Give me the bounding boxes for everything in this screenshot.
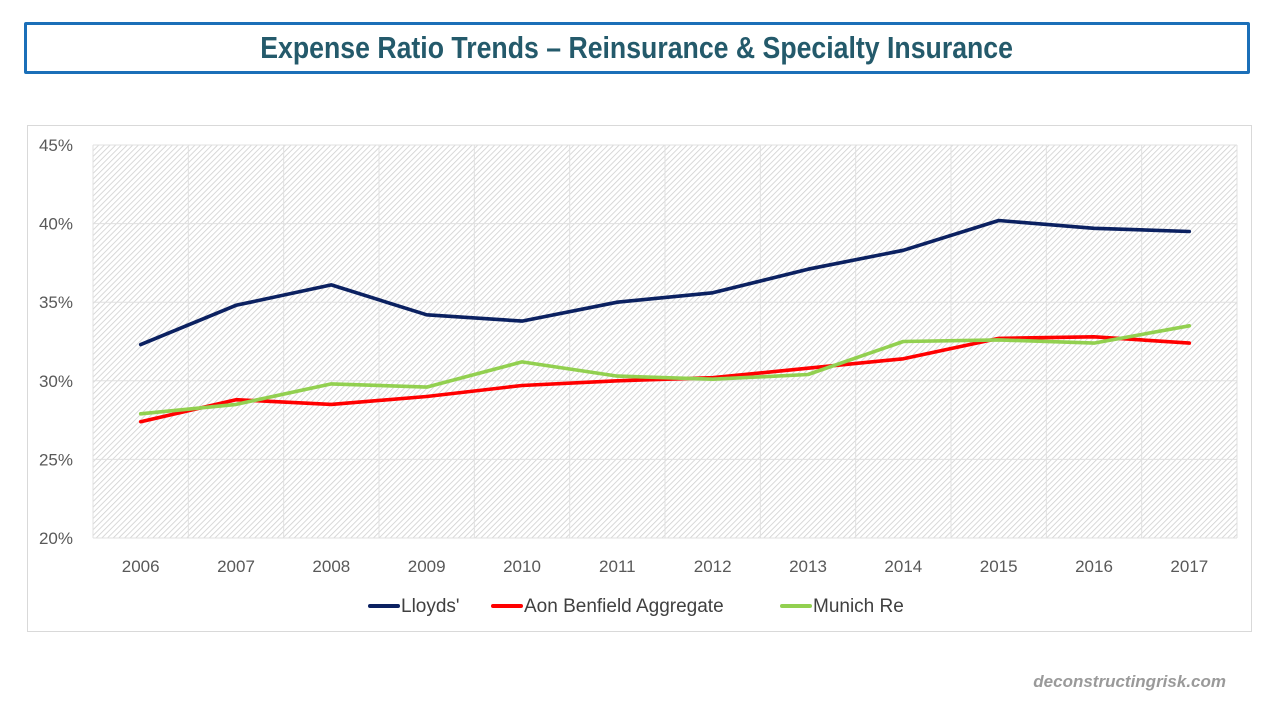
title-banner: Expense Ratio Trends – Reinsurance & Spe…: [24, 22, 1250, 74]
y-tick-label: 45%: [39, 136, 73, 155]
x-tick-label: 2007: [217, 557, 255, 576]
legend-label: Munich Re: [813, 596, 904, 617]
x-tick-label: 2016: [1075, 557, 1113, 576]
x-tick-label: 2011: [599, 557, 636, 576]
watermark: deconstructingrisk.com: [1033, 672, 1226, 691]
y-tick-label: 30%: [39, 372, 73, 391]
y-axis-tick-labels: 20% 25% 30% 35% 40% 45%: [39, 136, 73, 548]
x-axis-tick-labels: 2006 2007 2008 2009 2010 2011 2012 2013 2014 2015…: [122, 557, 1208, 576]
page-title: Expense Ratio Trends – Reinsurance & Spe…: [260, 30, 1014, 65]
series-line-lloyds: [138, 218, 1192, 347]
vertical-gridlines: [92, 145, 1238, 538]
legend-item: Lloyds': [368, 596, 460, 617]
legend-label: Aon Benfield Aggregate: [524, 596, 724, 617]
x-tick-label: 2017: [1170, 557, 1208, 576]
x-tick-label: 2009: [408, 557, 446, 576]
x-tick-label: 2015: [980, 557, 1018, 576]
y-tick-label: 35%: [39, 293, 73, 312]
y-tick-label: 20%: [39, 529, 73, 548]
x-tick-label: 2013: [789, 557, 827, 576]
x-tick-label: 2014: [884, 557, 922, 576]
legend-item: Munich Re: [780, 596, 904, 617]
legend: Lloyds' Aon Benfield Aggregate Munich Re: [368, 596, 904, 617]
x-tick-label: 2006: [122, 557, 160, 576]
x-tick-label: 2008: [312, 557, 350, 576]
legend-item: Aon Benfield Aggregate: [491, 596, 724, 617]
series-lines: [138, 218, 1192, 424]
y-tick-label: 40%: [39, 215, 73, 234]
series-line-munich-re: [138, 323, 1192, 416]
x-tick-label: 2010: [503, 557, 541, 576]
y-tick-label: 25%: [39, 450, 73, 469]
legend-label: Lloyds': [401, 596, 460, 617]
x-tick-label: 2012: [694, 557, 732, 576]
